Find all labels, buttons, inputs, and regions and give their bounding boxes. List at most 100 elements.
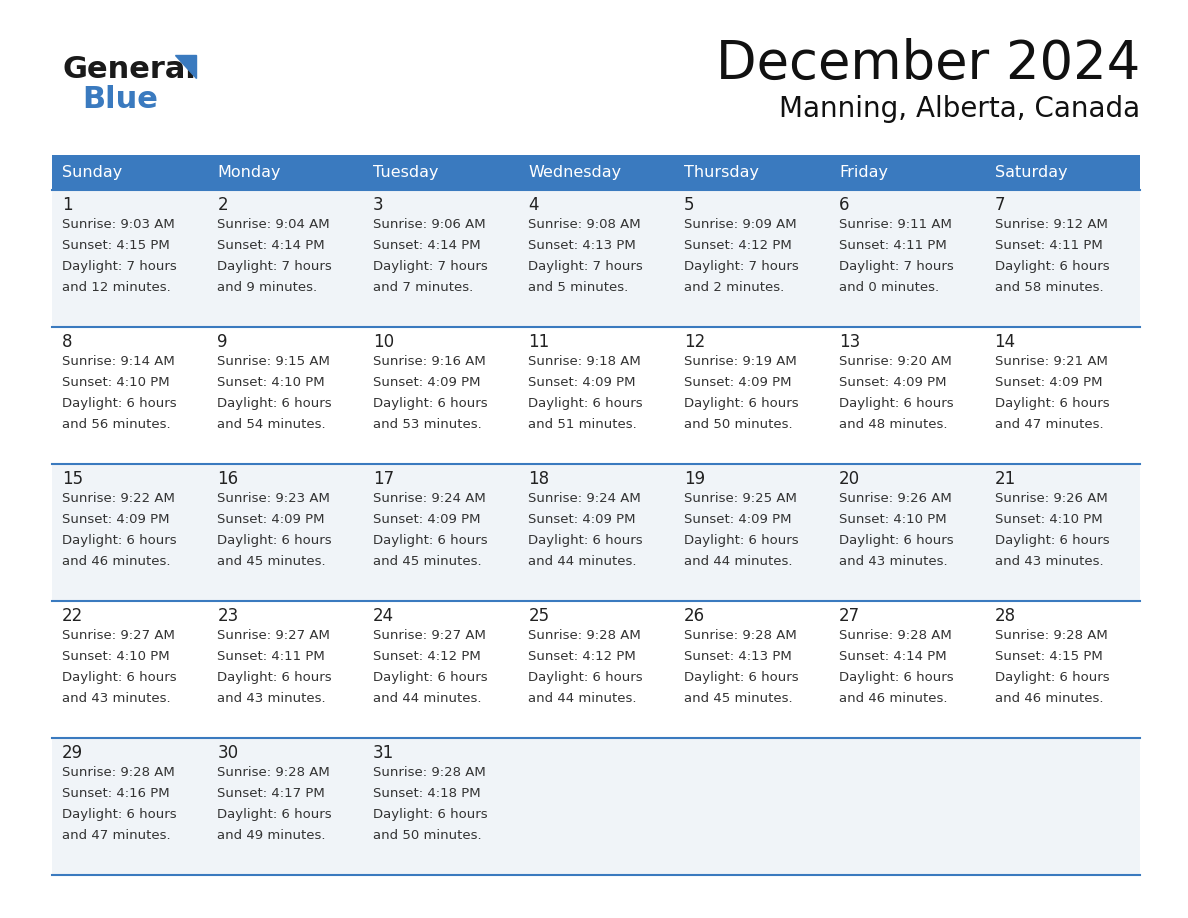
Bar xyxy=(829,464,985,601)
Text: Sunrise: 9:28 AM: Sunrise: 9:28 AM xyxy=(217,766,330,779)
Text: Sunset: 4:10 PM: Sunset: 4:10 PM xyxy=(217,376,326,389)
Text: and 5 minutes.: and 5 minutes. xyxy=(529,281,628,294)
Bar xyxy=(985,155,1140,190)
Text: Sunrise: 9:28 AM: Sunrise: 9:28 AM xyxy=(529,629,642,642)
Text: Sunset: 4:09 PM: Sunset: 4:09 PM xyxy=(684,513,791,526)
Text: 28: 28 xyxy=(994,607,1016,625)
Text: Sunrise: 9:14 AM: Sunrise: 9:14 AM xyxy=(62,355,175,368)
Text: and 48 minutes.: and 48 minutes. xyxy=(839,418,948,431)
Bar xyxy=(208,155,362,190)
Text: Daylight: 6 hours: Daylight: 6 hours xyxy=(994,534,1110,547)
Text: Sunrise: 9:16 AM: Sunrise: 9:16 AM xyxy=(373,355,486,368)
Text: Sunrise: 9:18 AM: Sunrise: 9:18 AM xyxy=(529,355,642,368)
Text: 12: 12 xyxy=(684,333,704,351)
Bar xyxy=(518,155,674,190)
Text: Blue: Blue xyxy=(82,85,158,114)
Bar xyxy=(362,738,518,875)
Text: and 53 minutes.: and 53 minutes. xyxy=(373,418,481,431)
Text: Sunrise: 9:28 AM: Sunrise: 9:28 AM xyxy=(839,629,952,642)
Text: Sunset: 4:10 PM: Sunset: 4:10 PM xyxy=(62,650,170,663)
Text: Sunset: 4:10 PM: Sunset: 4:10 PM xyxy=(62,376,170,389)
Text: Daylight: 6 hours: Daylight: 6 hours xyxy=(684,397,798,410)
Text: 29: 29 xyxy=(62,744,83,762)
Text: 23: 23 xyxy=(217,607,239,625)
Text: and 0 minutes.: and 0 minutes. xyxy=(839,281,940,294)
Text: Daylight: 6 hours: Daylight: 6 hours xyxy=(994,397,1110,410)
Bar xyxy=(518,738,674,875)
Text: Sunset: 4:15 PM: Sunset: 4:15 PM xyxy=(62,239,170,252)
Text: Daylight: 6 hours: Daylight: 6 hours xyxy=(994,671,1110,684)
Text: Sunrise: 9:27 AM: Sunrise: 9:27 AM xyxy=(62,629,175,642)
Text: Sunset: 4:14 PM: Sunset: 4:14 PM xyxy=(839,650,947,663)
Text: 19: 19 xyxy=(684,470,704,488)
Text: 11: 11 xyxy=(529,333,550,351)
Text: Manning, Alberta, Canada: Manning, Alberta, Canada xyxy=(779,95,1140,123)
Bar xyxy=(985,190,1140,327)
Text: and 45 minutes.: and 45 minutes. xyxy=(217,555,326,568)
Bar xyxy=(208,601,362,738)
Bar xyxy=(52,327,208,464)
Bar xyxy=(362,601,518,738)
Bar xyxy=(362,327,518,464)
Text: Sunrise: 9:28 AM: Sunrise: 9:28 AM xyxy=(684,629,796,642)
Text: and 2 minutes.: and 2 minutes. xyxy=(684,281,784,294)
Text: Daylight: 6 hours: Daylight: 6 hours xyxy=(839,397,954,410)
Bar xyxy=(52,155,208,190)
Text: Daylight: 7 hours: Daylight: 7 hours xyxy=(684,260,798,273)
Text: Sunset: 4:09 PM: Sunset: 4:09 PM xyxy=(529,376,636,389)
Text: and 45 minutes.: and 45 minutes. xyxy=(684,692,792,705)
Text: Sunrise: 9:28 AM: Sunrise: 9:28 AM xyxy=(994,629,1107,642)
Text: Sunrise: 9:23 AM: Sunrise: 9:23 AM xyxy=(217,492,330,505)
Text: Sunset: 4:09 PM: Sunset: 4:09 PM xyxy=(994,376,1102,389)
Bar xyxy=(518,601,674,738)
Bar xyxy=(52,190,208,327)
Text: and 54 minutes.: and 54 minutes. xyxy=(217,418,326,431)
Text: and 49 minutes.: and 49 minutes. xyxy=(217,829,326,842)
Text: and 43 minutes.: and 43 minutes. xyxy=(217,692,326,705)
Bar xyxy=(362,190,518,327)
Text: 4: 4 xyxy=(529,196,539,214)
Text: Sunrise: 9:26 AM: Sunrise: 9:26 AM xyxy=(994,492,1107,505)
Text: 22: 22 xyxy=(62,607,83,625)
Text: Sunset: 4:18 PM: Sunset: 4:18 PM xyxy=(373,787,480,800)
Text: Sunset: 4:17 PM: Sunset: 4:17 PM xyxy=(217,787,326,800)
Text: Sunset: 4:09 PM: Sunset: 4:09 PM xyxy=(373,513,480,526)
Text: Sunrise: 9:06 AM: Sunrise: 9:06 AM xyxy=(373,218,486,231)
Text: Sunrise: 9:26 AM: Sunrise: 9:26 AM xyxy=(839,492,952,505)
Text: Daylight: 6 hours: Daylight: 6 hours xyxy=(217,671,333,684)
Text: Sunset: 4:12 PM: Sunset: 4:12 PM xyxy=(684,239,791,252)
Text: Daylight: 7 hours: Daylight: 7 hours xyxy=(373,260,487,273)
Text: Saturday: Saturday xyxy=(994,165,1067,180)
Bar xyxy=(208,464,362,601)
Text: Sunset: 4:11 PM: Sunset: 4:11 PM xyxy=(994,239,1102,252)
Text: Monday: Monday xyxy=(217,165,280,180)
Text: Sunrise: 9:12 AM: Sunrise: 9:12 AM xyxy=(994,218,1107,231)
Bar xyxy=(674,464,829,601)
Text: 30: 30 xyxy=(217,744,239,762)
Text: Daylight: 6 hours: Daylight: 6 hours xyxy=(684,534,798,547)
Text: Sunrise: 9:25 AM: Sunrise: 9:25 AM xyxy=(684,492,797,505)
Text: 18: 18 xyxy=(529,470,549,488)
Text: 24: 24 xyxy=(373,607,394,625)
Text: and 50 minutes.: and 50 minutes. xyxy=(373,829,481,842)
Text: Daylight: 7 hours: Daylight: 7 hours xyxy=(62,260,177,273)
Text: and 44 minutes.: and 44 minutes. xyxy=(373,692,481,705)
Text: Daylight: 6 hours: Daylight: 6 hours xyxy=(529,671,643,684)
Text: Sunset: 4:12 PM: Sunset: 4:12 PM xyxy=(373,650,481,663)
Bar xyxy=(829,190,985,327)
Text: 20: 20 xyxy=(839,470,860,488)
Bar xyxy=(208,190,362,327)
Text: 6: 6 xyxy=(839,196,849,214)
Text: Sunset: 4:15 PM: Sunset: 4:15 PM xyxy=(994,650,1102,663)
Text: and 46 minutes.: and 46 minutes. xyxy=(839,692,948,705)
Bar xyxy=(829,738,985,875)
Text: Daylight: 6 hours: Daylight: 6 hours xyxy=(217,808,333,821)
Bar xyxy=(208,738,362,875)
Text: Sunrise: 9:03 AM: Sunrise: 9:03 AM xyxy=(62,218,175,231)
Text: 14: 14 xyxy=(994,333,1016,351)
Text: and 58 minutes.: and 58 minutes. xyxy=(994,281,1104,294)
Text: Sunset: 4:14 PM: Sunset: 4:14 PM xyxy=(373,239,480,252)
Text: and 56 minutes.: and 56 minutes. xyxy=(62,418,171,431)
Text: Sunrise: 9:21 AM: Sunrise: 9:21 AM xyxy=(994,355,1107,368)
Text: Sunrise: 9:24 AM: Sunrise: 9:24 AM xyxy=(373,492,486,505)
